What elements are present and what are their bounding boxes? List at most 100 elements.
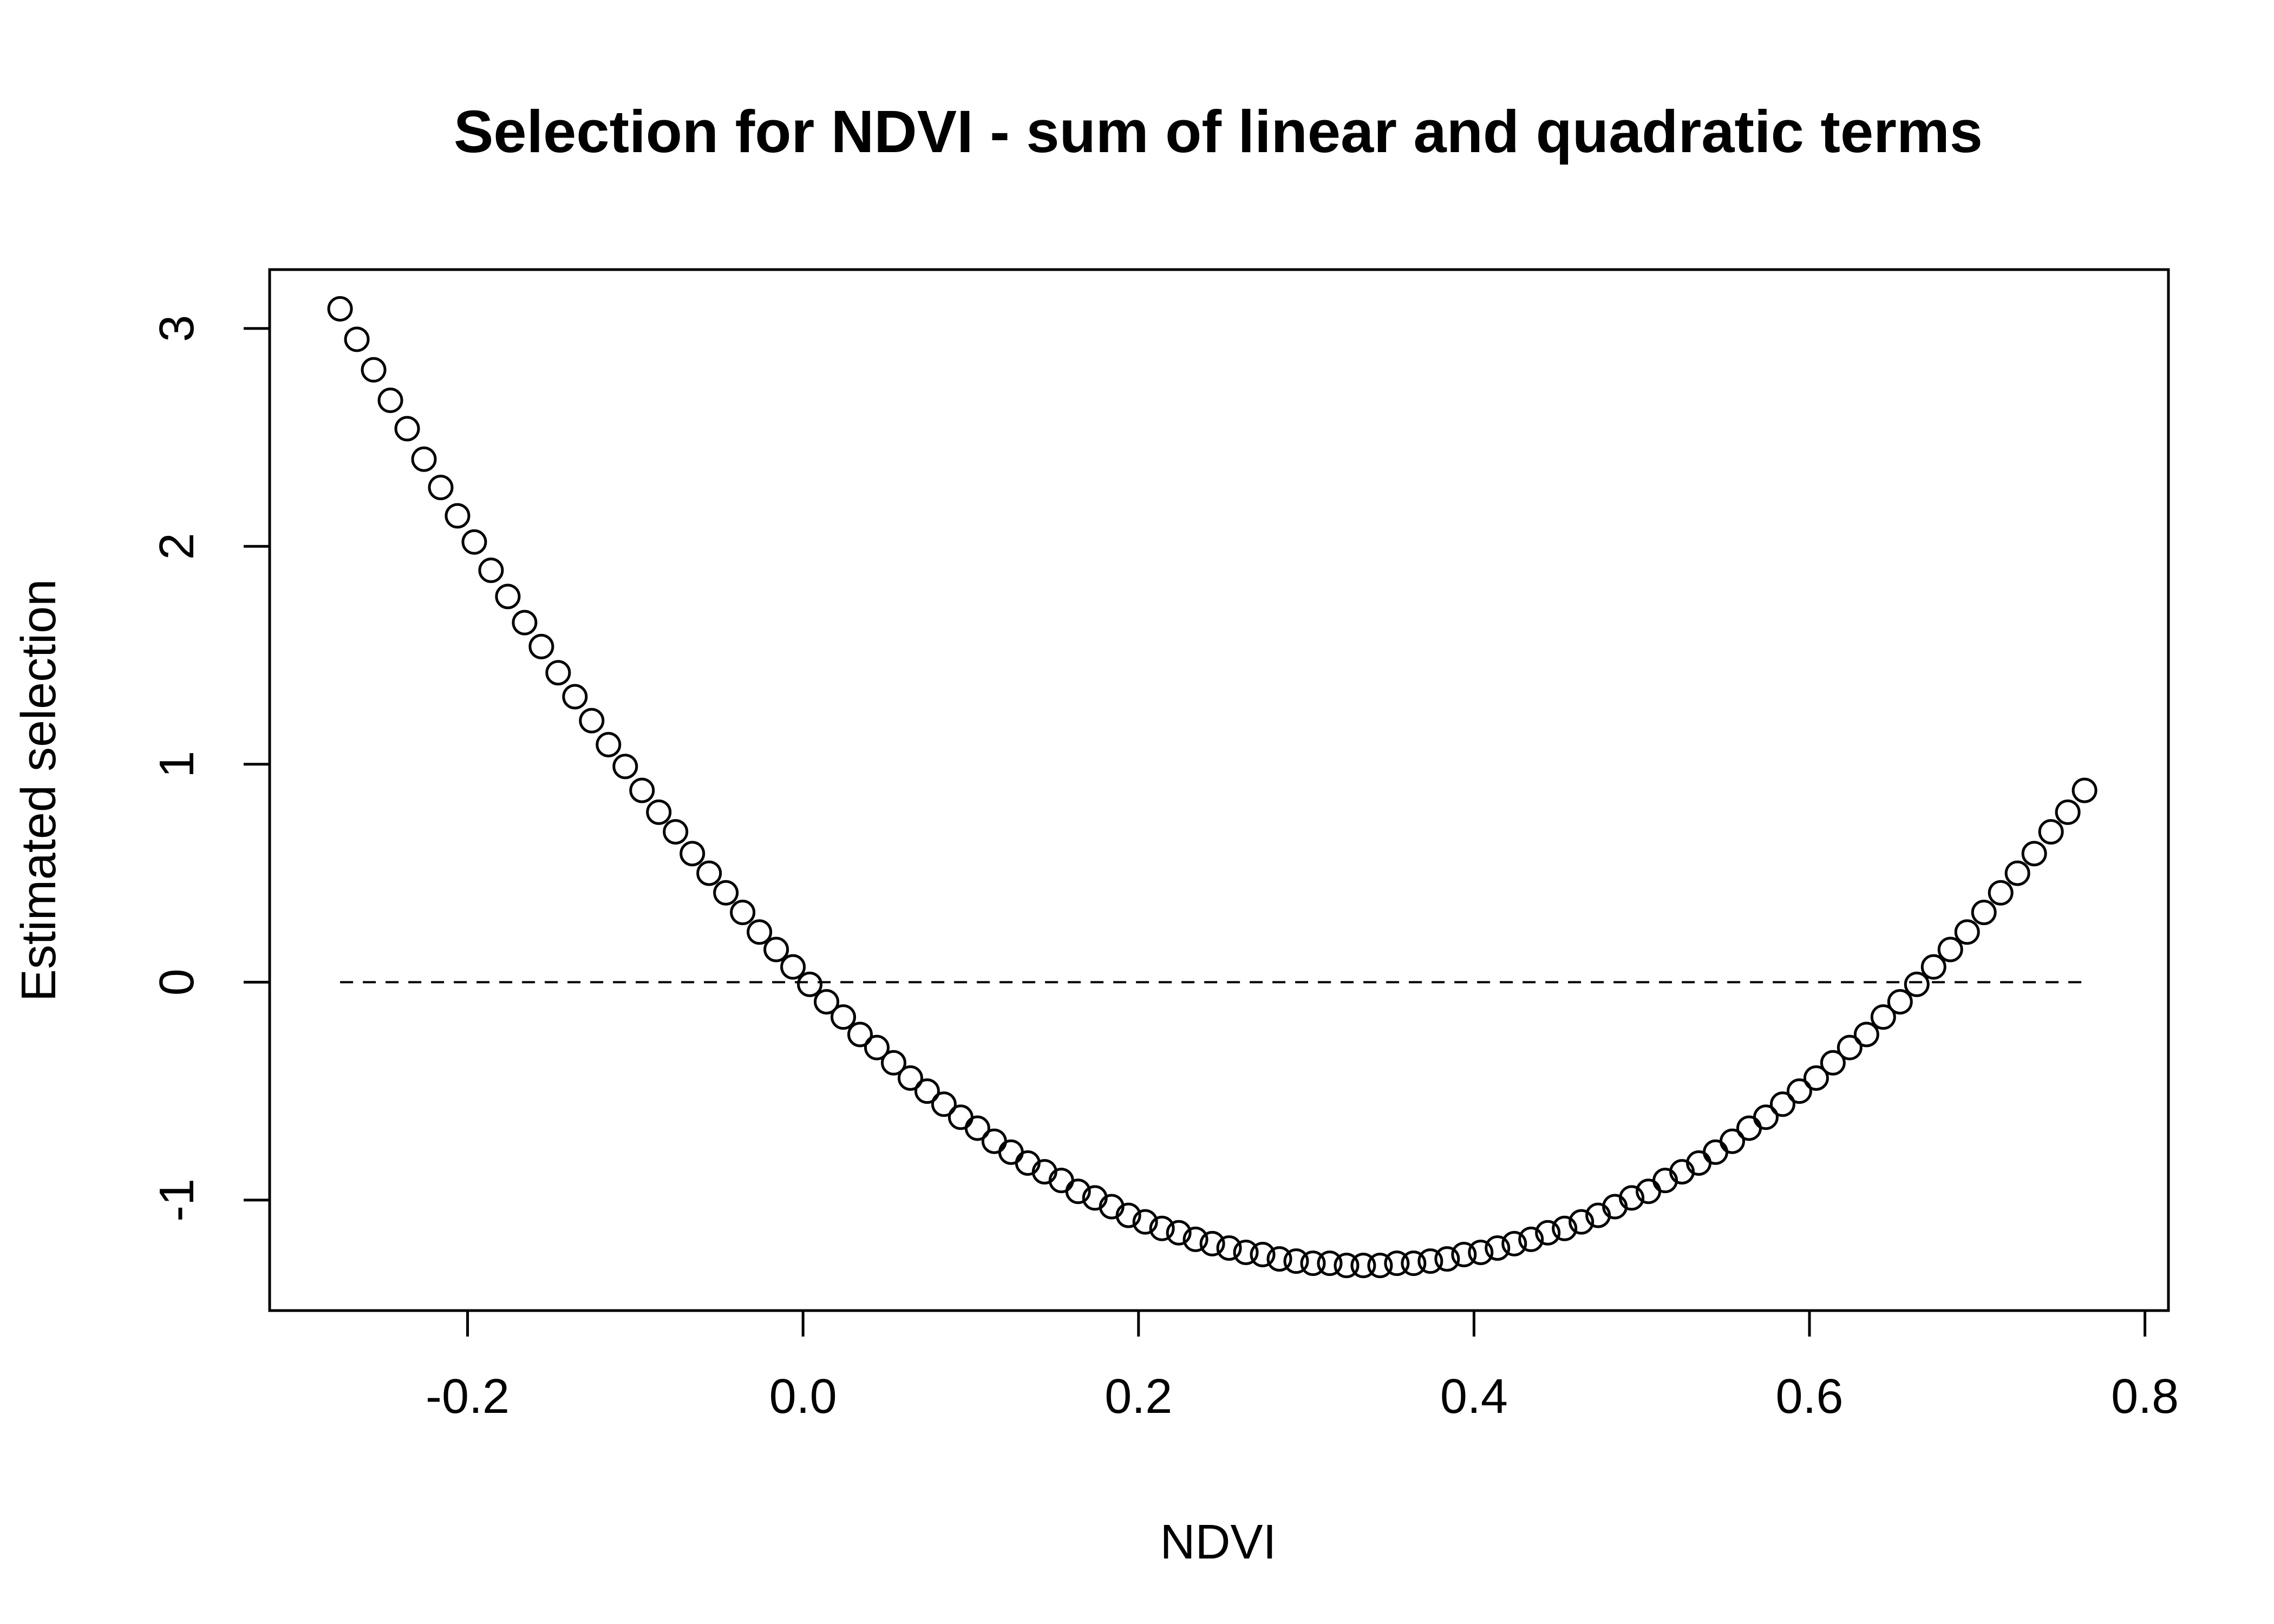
point — [847, 1021, 873, 1047]
point — [1954, 919, 1980, 945]
point — [1266, 1246, 1292, 1272]
x-tick-label: -0.2 — [426, 1370, 509, 1424]
point — [1569, 1209, 1595, 1235]
x-tick-label: 0.4 — [1440, 1370, 1508, 1424]
point — [1199, 1230, 1225, 1256]
point — [394, 416, 420, 442]
point — [1853, 1021, 1879, 1047]
point — [1988, 880, 2014, 906]
y-tick-label: 2 — [150, 533, 204, 560]
point — [579, 708, 605, 734]
point — [763, 937, 789, 962]
point — [1350, 1253, 1376, 1279]
point — [747, 919, 773, 945]
x-tick-label: 0.8 — [2111, 1370, 2179, 1424]
point — [696, 860, 722, 886]
point — [1937, 937, 1963, 962]
point — [1149, 1215, 1175, 1241]
point — [1753, 1104, 1779, 1130]
point — [931, 1091, 957, 1117]
point — [1065, 1178, 1091, 1204]
point — [730, 900, 756, 926]
point — [428, 475, 454, 501]
point — [1367, 1253, 1393, 1279]
point — [2055, 799, 2081, 825]
chart-title: Selection for NDVI - sum of linear and q… — [454, 99, 1983, 165]
point — [2021, 841, 2047, 867]
point — [495, 584, 521, 610]
point — [1518, 1226, 1544, 1252]
point — [1820, 1050, 1846, 1076]
point — [1904, 971, 1930, 997]
point — [897, 1065, 923, 1091]
point — [1887, 989, 1913, 1015]
point — [461, 529, 487, 555]
point — [596, 732, 622, 758]
point — [1115, 1202, 1141, 1228]
point — [344, 326, 370, 352]
point — [1182, 1226, 1208, 1252]
point — [1317, 1250, 1343, 1276]
x-tick-label: 0.2 — [1105, 1370, 1172, 1424]
point — [1786, 1078, 1812, 1104]
point — [780, 954, 806, 980]
point — [1971, 900, 1997, 926]
point — [646, 799, 672, 825]
y-axis-label: Estimated selection — [12, 579, 66, 1001]
point — [814, 989, 840, 1015]
point — [1870, 1004, 1896, 1030]
x-tick-label: 0.6 — [1775, 1370, 1843, 1424]
point — [1803, 1065, 1829, 1091]
point — [964, 1115, 990, 1141]
point — [1233, 1240, 1259, 1266]
point — [1552, 1215, 1578, 1241]
point — [1216, 1235, 1242, 1261]
point — [1451, 1242, 1477, 1268]
point — [1468, 1240, 1494, 1266]
point — [797, 971, 823, 997]
point — [1720, 1128, 1746, 1154]
point — [1485, 1235, 1511, 1261]
point — [361, 357, 387, 383]
point — [831, 1004, 857, 1030]
point — [663, 819, 689, 845]
point — [1535, 1220, 1561, 1246]
point — [1434, 1246, 1460, 1272]
point — [411, 446, 437, 472]
point — [1769, 1091, 1795, 1117]
point — [1334, 1253, 1360, 1279]
point — [478, 558, 504, 584]
point — [562, 684, 588, 710]
point — [2072, 777, 2097, 803]
point — [1300, 1250, 1326, 1276]
point — [1837, 1034, 1863, 1060]
point — [2004, 860, 2030, 886]
point — [713, 880, 739, 906]
y-tick-label: 0 — [150, 968, 204, 996]
point — [679, 841, 705, 867]
x-tick-label: 0.0 — [769, 1370, 837, 1424]
point — [1401, 1250, 1427, 1276]
point — [528, 633, 554, 659]
point — [612, 754, 638, 780]
y-tick-label: 3 — [150, 315, 204, 342]
plot-frame — [268, 268, 2170, 1312]
y-tick-label: 1 — [150, 751, 204, 778]
x-axis-label: NDVI — [1160, 1515, 1276, 1569]
point — [1920, 954, 1946, 980]
y-tick-label: -1 — [150, 1178, 204, 1222]
point — [864, 1034, 890, 1060]
point — [1501, 1230, 1527, 1256]
point — [445, 503, 471, 529]
point — [1619, 1185, 1645, 1211]
point — [914, 1078, 940, 1104]
point — [1417, 1248, 1443, 1274]
point — [545, 660, 571, 686]
point — [1166, 1220, 1192, 1246]
point — [327, 296, 353, 322]
point — [1283, 1248, 1309, 1274]
point — [1384, 1250, 1410, 1276]
point — [512, 610, 538, 636]
